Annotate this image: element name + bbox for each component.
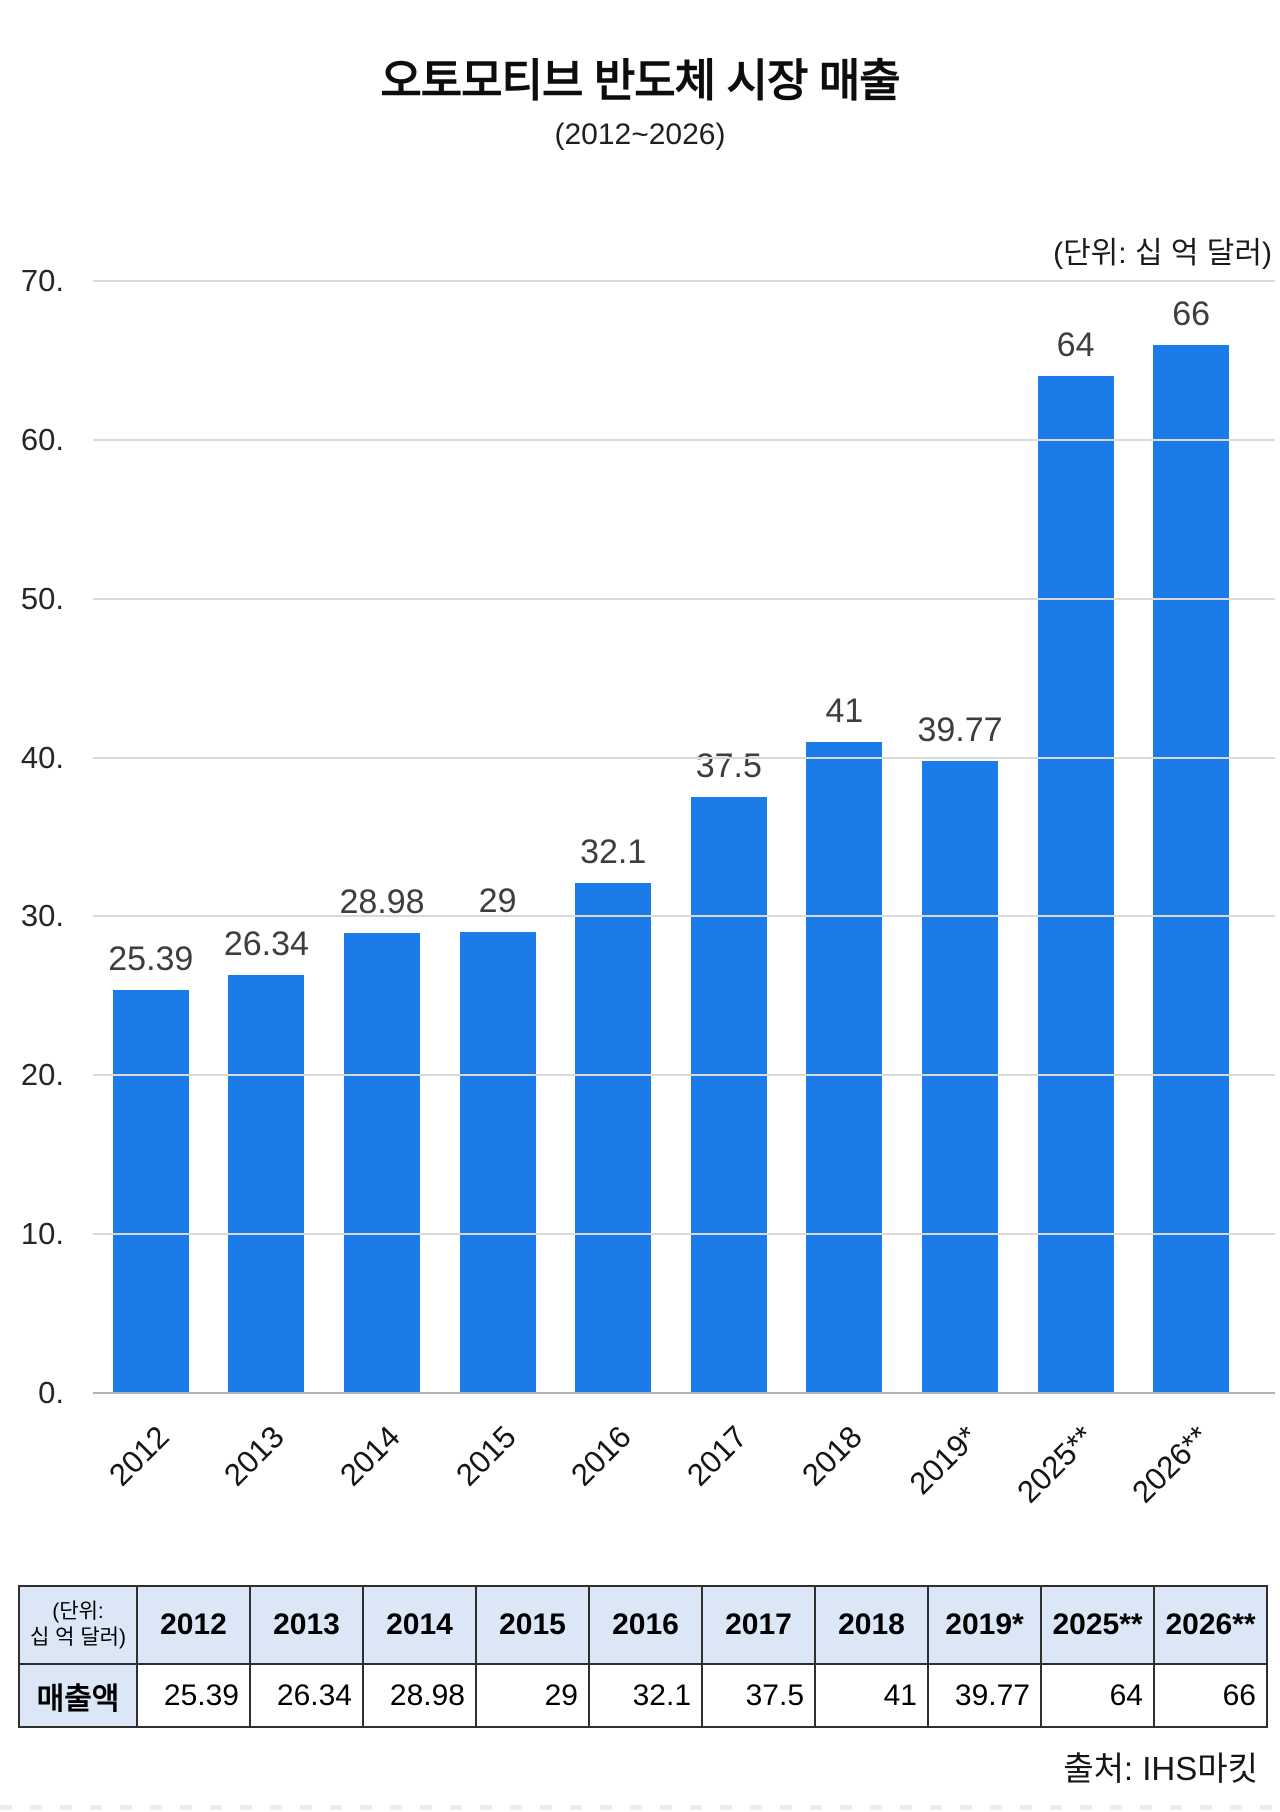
y-axis-label: 10. (20, 1216, 64, 1251)
unit-label: (단위: 십 억 달러) (1053, 237, 1272, 270)
bar-value-label: 25.39 (108, 939, 194, 978)
bar (1037, 376, 1114, 1393)
chart-title: 오토모티브 반도체 시장 매출 (380, 55, 900, 106)
table-value-cell: 32.1 (588, 1663, 703, 1728)
gridline (93, 757, 1275, 759)
bar (1153, 344, 1230, 1393)
y-axis-label: 20. (20, 1057, 64, 1092)
bar-column: 29 (440, 281, 556, 1393)
x-axis-label: 2026** (1125, 1419, 1216, 1510)
bar-value-label: 39.77 (917, 711, 1003, 750)
bar-value-label: 64 (1056, 326, 1095, 365)
bar (690, 797, 767, 1393)
bar-column: 64 (1018, 281, 1134, 1393)
bar (112, 989, 189, 1393)
y-axis-label: 50. (20, 581, 64, 616)
gridline (93, 439, 1275, 441)
table-value-row: 매출액 25.39 26.34 28.98 29 32.1 37.5 41 39.77 64 66 (18, 1663, 1268, 1728)
bar (921, 761, 998, 1393)
bar-series: 25.39 26.34 28.98 29 32.1 37.5 41 39.77 64 66 (93, 281, 1249, 1393)
y-axis-label: 30. (20, 898, 64, 933)
y-axis: 70. 60. 50. 40. 30. 20. 10. 0. (0, 264, 64, 1410)
table-year-header: 2018 (814, 1585, 929, 1665)
x-axis-label: 2015 (448, 1419, 523, 1493)
x-axis-label: 2018 (795, 1419, 870, 1493)
bar-column: 25.39 (93, 281, 209, 1393)
table-year-header: 2026** (1153, 1585, 1268, 1665)
gridline (93, 598, 1275, 600)
y-axis-label: 40. (20, 740, 64, 775)
bar-value-label: 41 (825, 691, 864, 730)
gridline (93, 280, 1275, 282)
bar-column: 41 (787, 281, 903, 1393)
bar-column: 37.5 (671, 281, 787, 1393)
gridline (93, 1233, 1275, 1235)
table-corner-cell: (단위: 십 억 달러) (18, 1585, 138, 1665)
table-value-cell: 37.5 (701, 1663, 816, 1728)
bar-column: 26.34 (209, 281, 325, 1393)
table-value-cell: 25.39 (136, 1663, 251, 1728)
bar-value-label: 29 (478, 882, 517, 921)
x-axis-label: 2017 (680, 1419, 754, 1493)
y-axis-label: 60. (20, 422, 64, 457)
bar-column: 39.77 (902, 281, 1018, 1393)
y-axis-label: 70. (20, 263, 64, 298)
bar-value-label: 32.1 (580, 833, 647, 872)
table-corner-line2: 십 억 달러) (30, 1626, 126, 1649)
table-year-header: 2025** (1040, 1585, 1155, 1665)
table-year-header: 2012 (136, 1585, 251, 1665)
bar (228, 974, 305, 1393)
bar-value-label: 37.5 (695, 747, 762, 786)
table-value-cell: 41 (814, 1663, 929, 1728)
table-value-cell: 39.77 (927, 1663, 1042, 1728)
x-axis-label: 2016 (564, 1419, 638, 1493)
bar-value-label: 28.98 (339, 882, 425, 921)
table-year-header: 2019* (927, 1585, 1042, 1665)
bar-column: 28.98 (324, 281, 440, 1393)
x-axis-label: 2012 (102, 1419, 176, 1493)
bar (806, 741, 883, 1393)
data-table: (단위: 십 억 달러) 2012 2013 2014 2015 2016 2017 201… (18, 1585, 1268, 1728)
source-label: 출처: IHS마킷 (1063, 1750, 1258, 1787)
x-axis-label: 2013 (217, 1419, 292, 1493)
table-year-header: 2015 (475, 1585, 590, 1665)
gridline (93, 915, 1275, 917)
table-year-header: 2016 (588, 1585, 703, 1665)
x-axis-label: 2019* (902, 1419, 985, 1502)
bar (343, 932, 420, 1393)
gridline (93, 1392, 1275, 1394)
table-value-cell: 26.34 (249, 1663, 364, 1728)
y-axis-label: 0. (38, 1375, 64, 1410)
x-axis-label: 2025** (1009, 1419, 1101, 1510)
bar-column: 32.1 (555, 281, 671, 1393)
gridline (93, 1074, 1275, 1076)
table-corner-line1: (단위: (52, 1600, 104, 1623)
bar (459, 932, 536, 1393)
table-value-cell: 66 (1153, 1663, 1268, 1728)
video-progress-strip (0, 1805, 1280, 1810)
table-year-header: 2014 (362, 1585, 477, 1665)
table-value-cell: 64 (1040, 1663, 1155, 1728)
table-header-row: (단위: 십 억 달러) 2012 2013 2014 2015 2016 2017 201… (18, 1585, 1268, 1665)
x-axis-label: 2014 (333, 1419, 407, 1493)
table-value-cell: 29 (475, 1663, 590, 1728)
table-year-header: 2017 (701, 1585, 816, 1665)
bar-column: 66 (1133, 281, 1249, 1393)
bar-value-label: 26.34 (223, 924, 309, 963)
bar-value-label: 66 (1172, 294, 1211, 333)
table-row-label: 매출액 (18, 1663, 138, 1728)
table-value-cell: 28.98 (362, 1663, 477, 1728)
plot-area: 25.39 26.34 28.98 29 32.1 37.5 41 39.77 64 66 (93, 280, 1275, 1394)
chart-subtitle: (2012~2026) (554, 118, 726, 151)
bar (575, 883, 652, 1393)
table-year-header: 2013 (249, 1585, 364, 1665)
x-axis: 2012 2013 2014 2015 2016 2017 2018 2019* 2025** 2… (93, 1393, 1249, 1573)
